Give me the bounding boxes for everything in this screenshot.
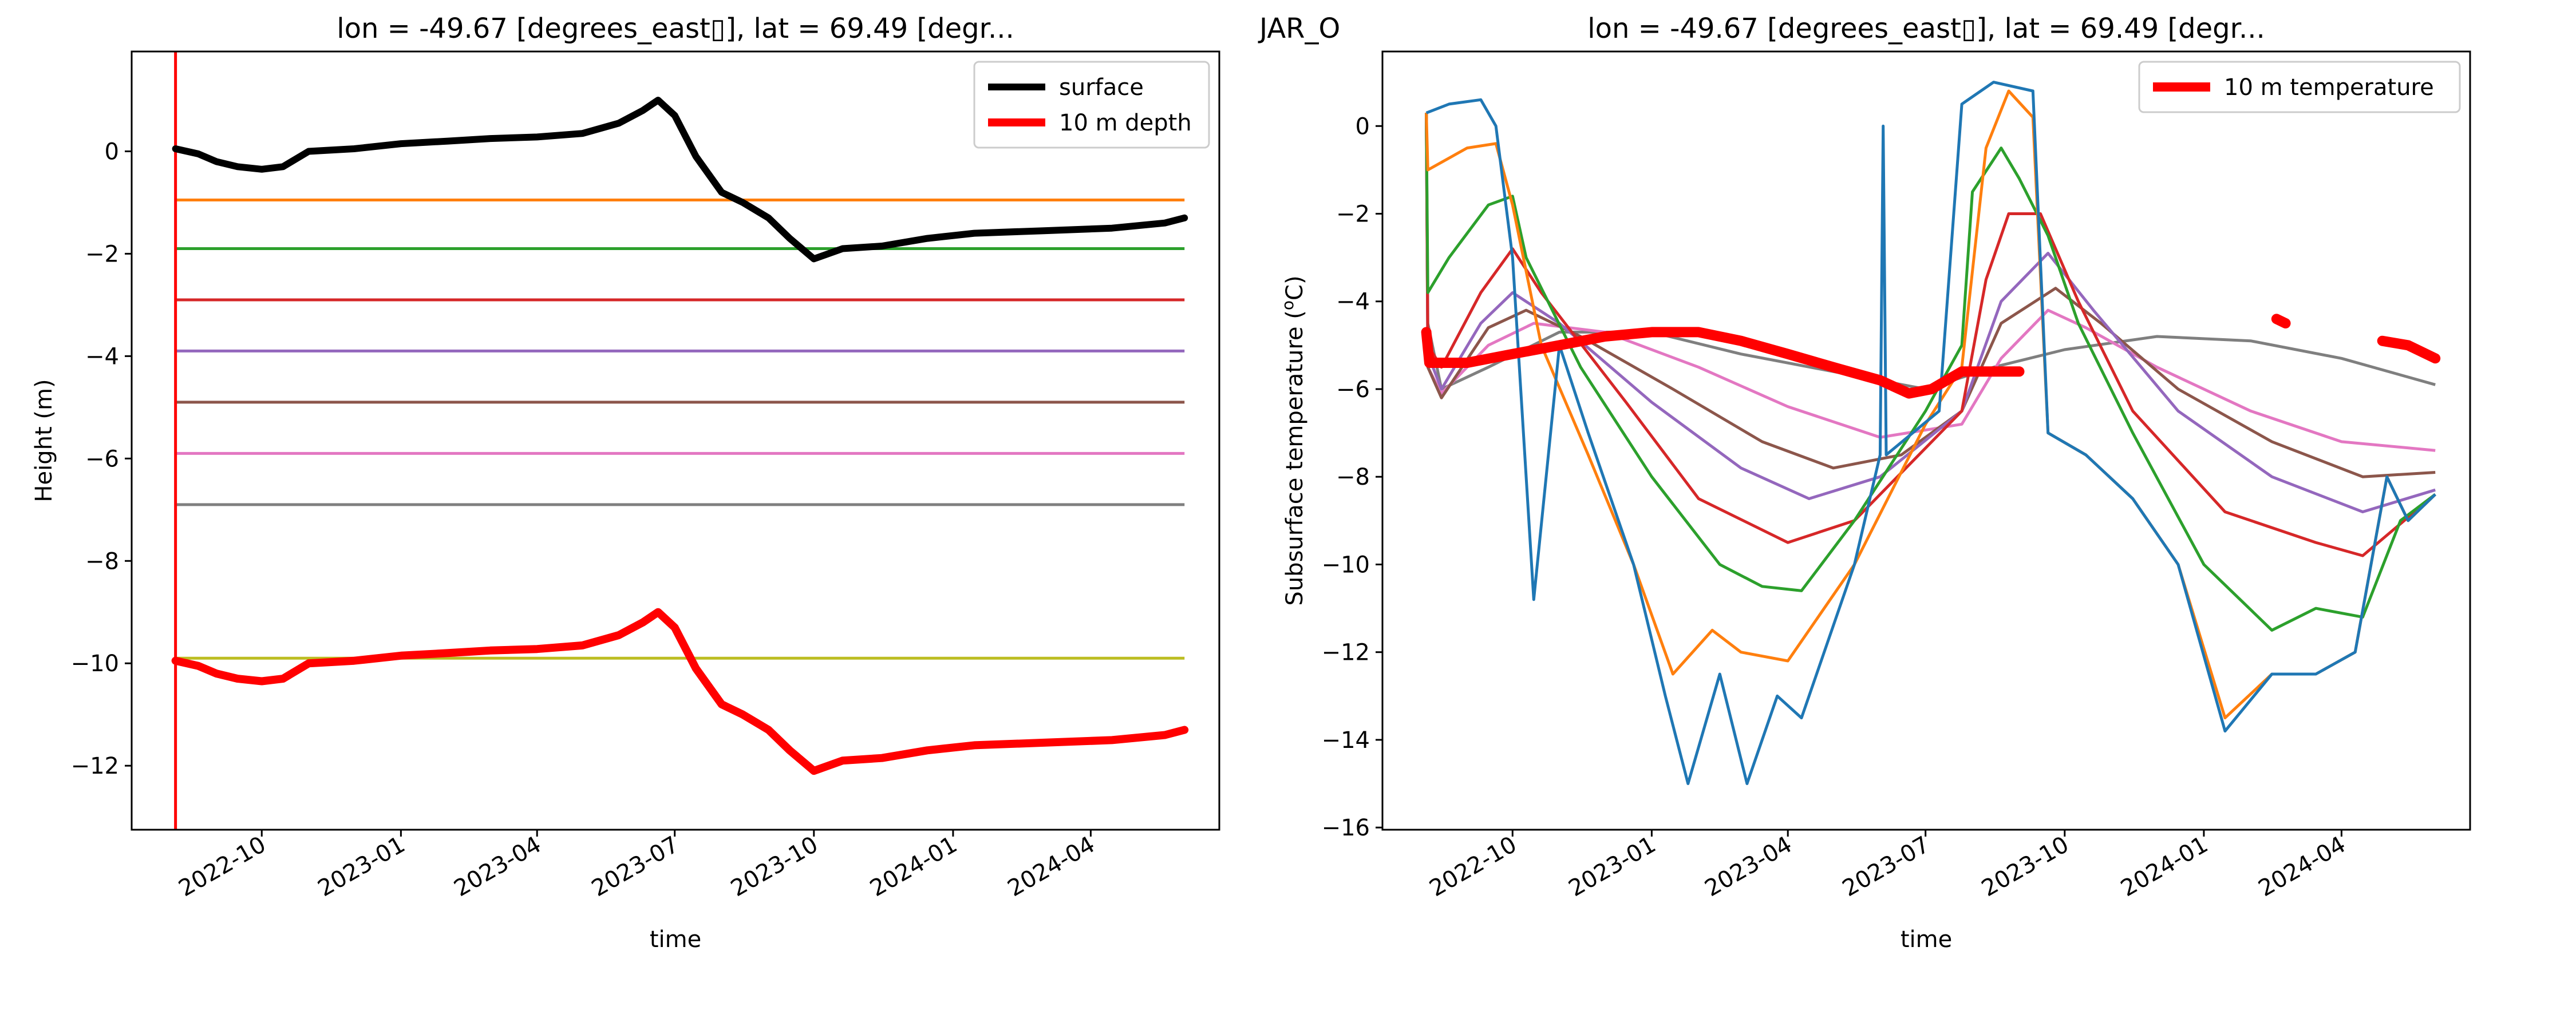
y-tick-label: −14 bbox=[1322, 727, 1370, 754]
legend-label: surface bbox=[1059, 74, 1144, 101]
y-tick-label: −10 bbox=[1322, 552, 1370, 578]
legend: 10 m temperature bbox=[2138, 61, 2461, 113]
legend-label: 10 m depth bbox=[1059, 110, 1192, 136]
x-tick-label: 2023-01 bbox=[314, 831, 410, 902]
x-tick-label: 2022-10 bbox=[175, 831, 271, 902]
x-tick-label: 2024-01 bbox=[2116, 831, 2212, 902]
figure-title: JAR_O bbox=[1258, 13, 1340, 45]
legend-label: 10 m temperature bbox=[2224, 74, 2434, 101]
series-line bbox=[171, 608, 1189, 775]
y-axis-label: Height (m) bbox=[31, 379, 57, 502]
x-tick-label: 2023-10 bbox=[1977, 831, 2073, 902]
x-tick-label: 2023-07 bbox=[587, 831, 683, 902]
y-tick-label: 0 bbox=[1356, 113, 1370, 140]
left-chart-height: lon = -49.67 [degrees_east▯], lat = 69.4… bbox=[31, 13, 1220, 953]
x-axis-label: time bbox=[1901, 926, 1952, 953]
series-line bbox=[1425, 113, 2436, 478]
chart-title: lon = -49.67 [degrees_east▯], lat = 69.4… bbox=[1587, 13, 2265, 45]
series-line bbox=[2271, 314, 2291, 328]
y-axis-label: Subsurface temperature (oC) bbox=[1278, 275, 1309, 605]
series-line bbox=[1425, 81, 2436, 785]
series-line bbox=[1425, 113, 2436, 632]
right-chart-temperature: lon = -49.67 [degrees_east▯], lat = 69.4… bbox=[1278, 13, 2471, 953]
legend-box bbox=[2138, 61, 2461, 113]
y-tick-label: −12 bbox=[71, 753, 119, 779]
x-tick-label: 2024-01 bbox=[866, 831, 962, 902]
series-line bbox=[1425, 113, 2436, 557]
x-tick-label: 2023-04 bbox=[449, 831, 546, 902]
y-tick-label: −2 bbox=[85, 241, 119, 267]
axes-frame bbox=[131, 50, 1220, 831]
y-tick-label: −6 bbox=[85, 446, 119, 472]
x-tick-label: 2023-07 bbox=[1838, 831, 1934, 902]
x-tick-label: 2022-10 bbox=[1425, 831, 1522, 902]
y-tick-label: −10 bbox=[71, 651, 119, 677]
y-tick-label: −4 bbox=[85, 343, 119, 370]
chart-title: lon = -49.67 [degrees_east▯], lat = 69.4… bbox=[337, 13, 1014, 45]
y-tick-label: −4 bbox=[1336, 289, 1370, 315]
x-axis-label: time bbox=[650, 926, 701, 953]
x-tick-label: 2024-04 bbox=[1003, 831, 1100, 902]
legend: surface 10 m depth bbox=[973, 61, 1210, 149]
y-tick-label: −8 bbox=[1336, 464, 1370, 490]
y-tick-label: −16 bbox=[1322, 815, 1370, 841]
series-line bbox=[2377, 335, 2441, 364]
x-tick-label: 2023-01 bbox=[1564, 831, 1661, 902]
series-line bbox=[1425, 113, 2436, 391]
y-tick-label: −6 bbox=[1336, 377, 1370, 403]
series-line bbox=[1421, 327, 2025, 399]
x-tick-label: 2023-04 bbox=[1700, 831, 1796, 902]
plot-area bbox=[1421, 81, 2441, 785]
series-line bbox=[172, 97, 1188, 263]
series-line bbox=[1425, 113, 2436, 513]
y-tick-label: −12 bbox=[1322, 640, 1370, 666]
x-tick-label: 2024-04 bbox=[2254, 831, 2350, 902]
y-tick-label: −2 bbox=[1336, 201, 1370, 227]
x-tick-label: 2023-10 bbox=[726, 831, 823, 902]
y-tick-label: 0 bbox=[105, 138, 119, 165]
plot-area bbox=[171, 52, 1189, 830]
y-tick-label: −8 bbox=[85, 548, 119, 575]
